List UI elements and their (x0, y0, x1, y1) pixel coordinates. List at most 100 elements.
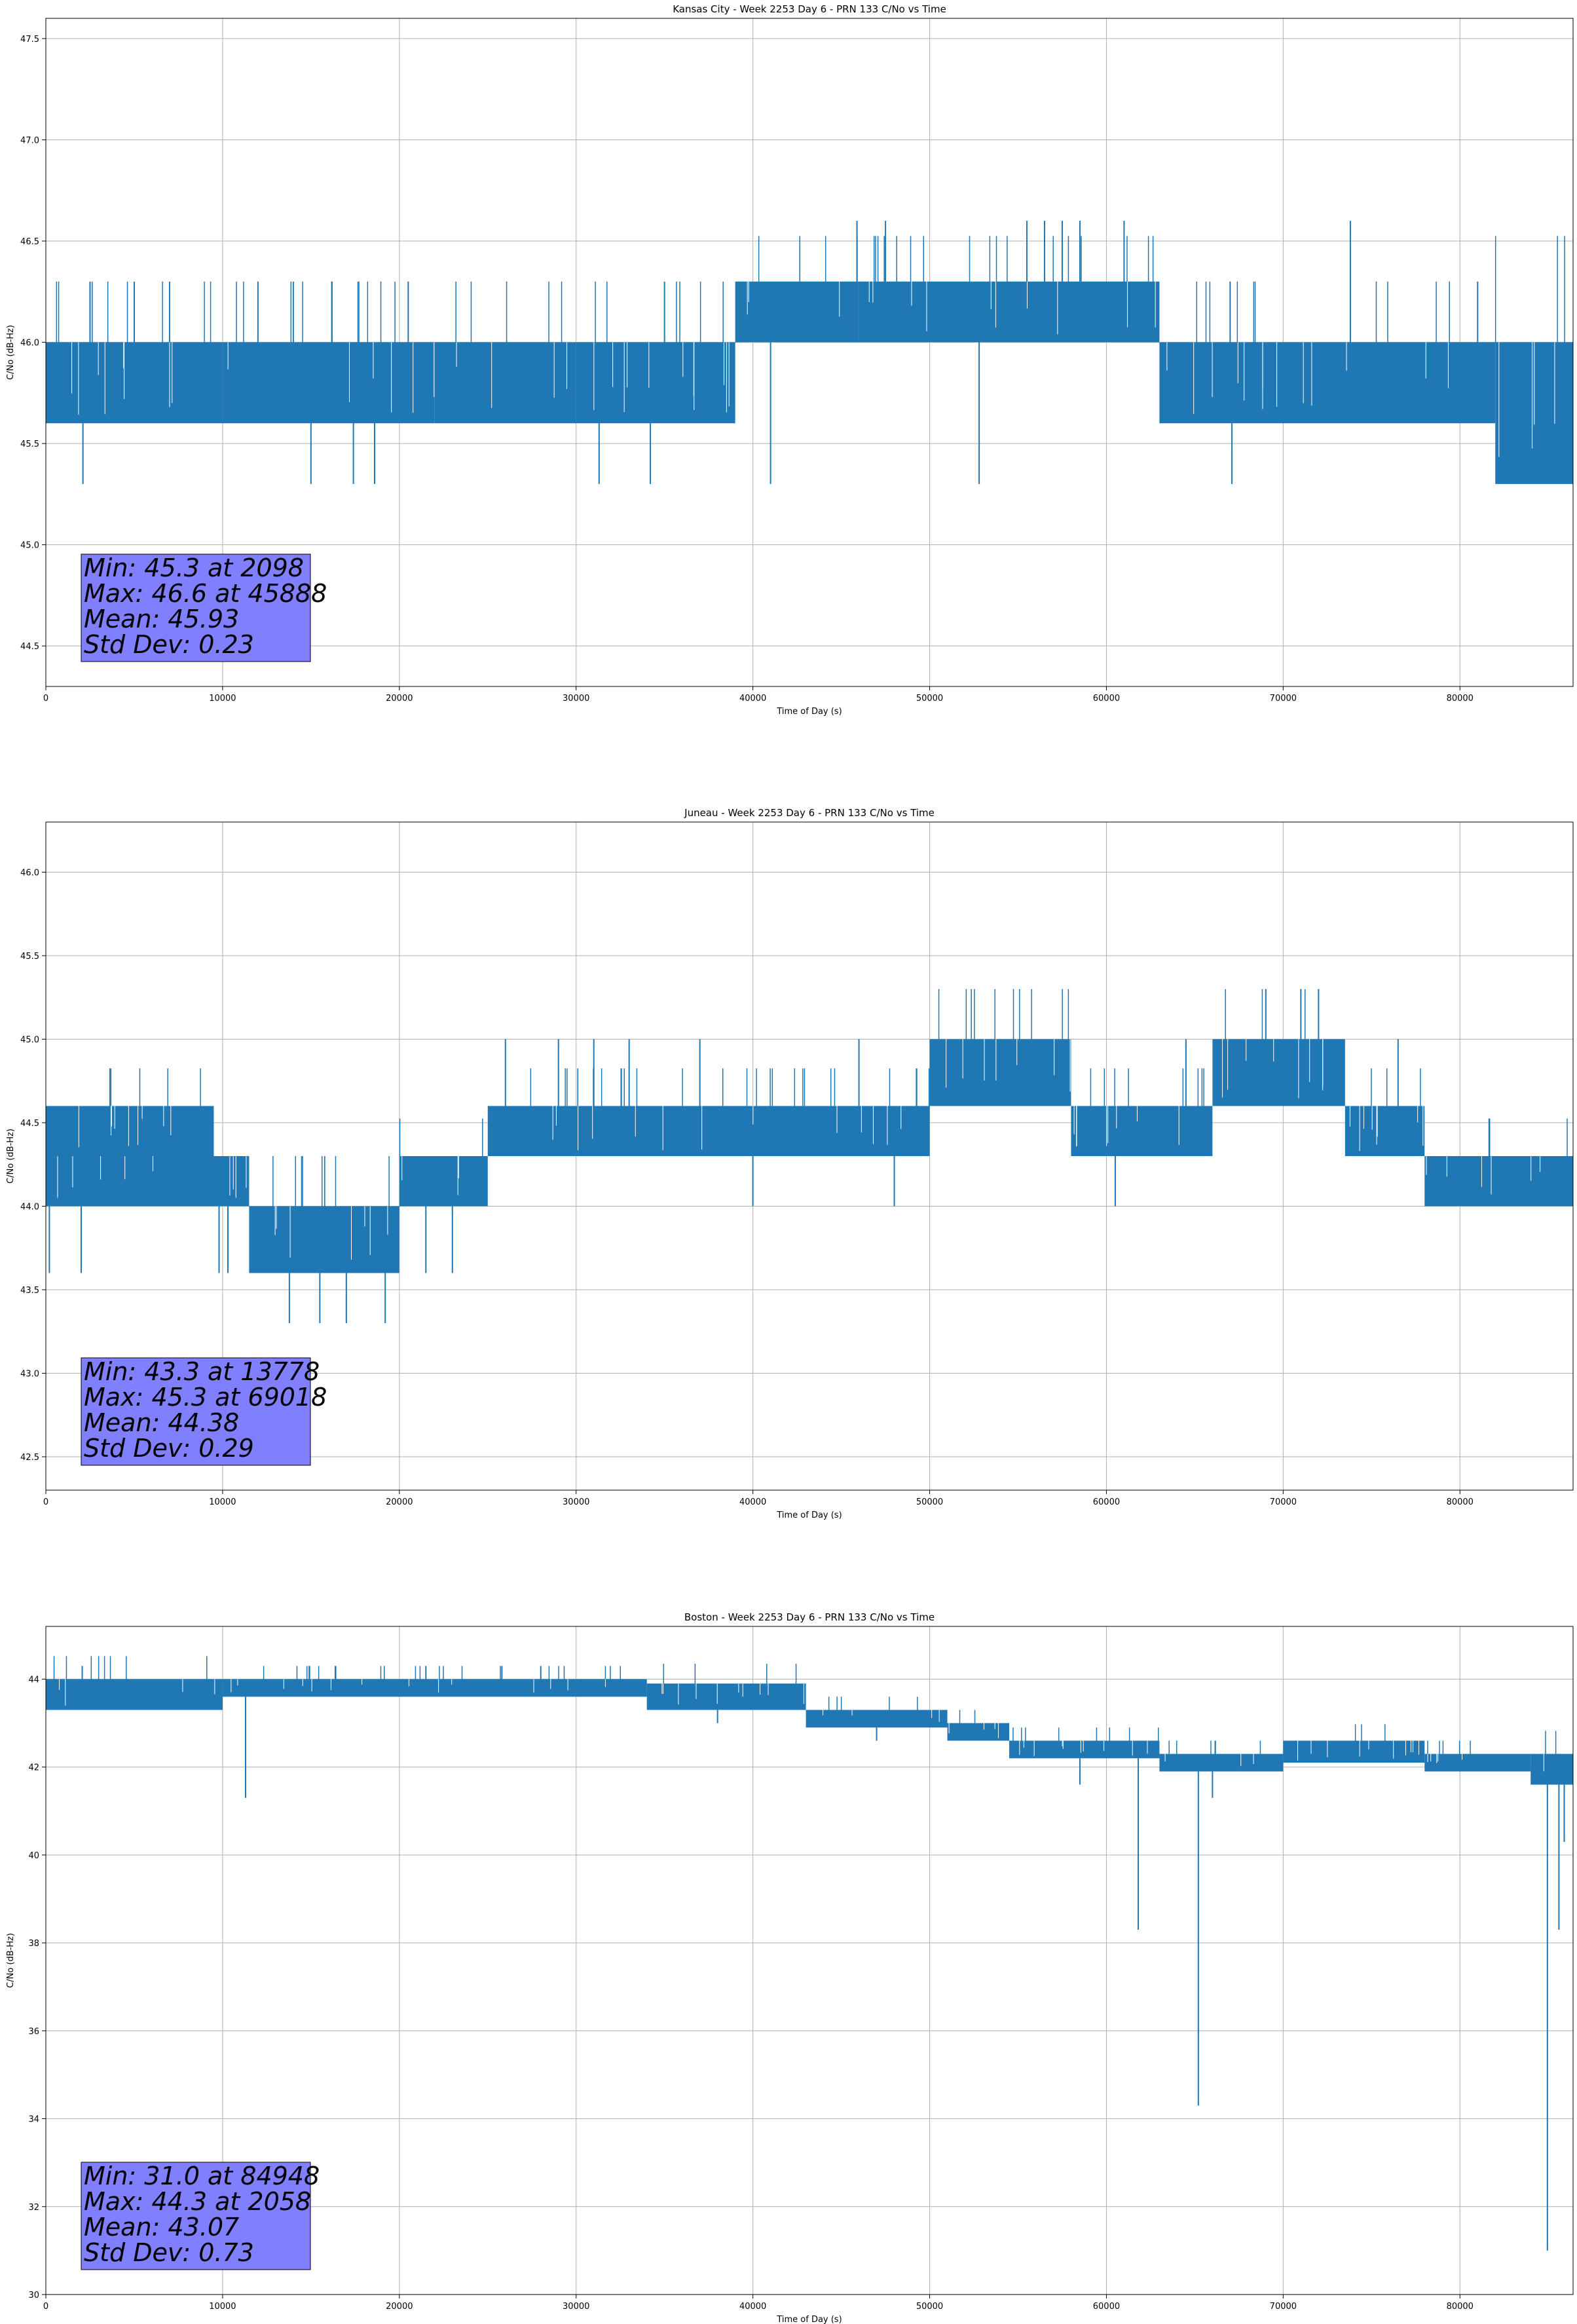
y-axis-label: C/No (dB-Hz) (6, 325, 16, 380)
chart-kansas-city: 0 10000 20000 30000 40000 50000 60000 70000 8000… (6, 3, 1574, 717)
y-tick-label: 32 (28, 2203, 39, 2213)
y-tick-label: 45.5 (20, 952, 39, 962)
stats-box: Min: 31.0 at 84948 Max: 44.3 at 2058 Mea… (81, 2162, 320, 2270)
y-tick-label: 43.0 (20, 1370, 39, 1379)
signal-band (487, 1106, 930, 1156)
x-tick-label: 0 (43, 1497, 48, 1507)
y-axis-label: C/No (dB-Hz) (6, 1933, 16, 1988)
stat-mean: Mean: 43.07 (84, 2213, 239, 2241)
signal-band (1424, 1156, 1573, 1207)
signal-band (806, 1710, 948, 1728)
signal-band (1009, 1740, 1160, 1759)
x-tick-label: 20000 (386, 2302, 413, 2312)
stat-std-dev: Std Dev: 0.73 (84, 2238, 254, 2267)
y-tick-label: 45.0 (20, 1036, 39, 1045)
signal-band (46, 1156, 250, 1207)
y-tick-label: 44.5 (20, 1119, 39, 1129)
x-tick-label: 0 (43, 2302, 48, 2312)
signal-band (859, 281, 1160, 343)
x-axis-label: Time of Day (s) (776, 707, 842, 717)
signal-band (46, 1106, 214, 1156)
series-line (46, 1656, 1573, 2251)
chart-title: Boston - Week 2253 Day 6 - PRN 133 C/No … (684, 1611, 935, 1623)
signal-band (576, 342, 735, 424)
y-tick-label: 44.5 (20, 642, 39, 652)
signal-band (646, 1683, 806, 1710)
y-axis: 30 32 34 36 38 40 42 44 (28, 1676, 46, 2300)
y-axis: 42.5 43.0 43.5 44.0 44.5 45.0 45.5 46.0 (20, 869, 46, 1463)
y-tick-label: 46.0 (20, 339, 39, 348)
signal-band (249, 1206, 399, 1273)
signal-band (46, 1679, 223, 1710)
stats-background (81, 1357, 311, 1466)
signal-band (1159, 342, 1496, 424)
x-tick-label: 30000 (563, 2302, 589, 2312)
stat-min: Min: 43.3 at 13778 (84, 1357, 320, 1386)
grid (45, 18, 1573, 686)
y-axis: 44.5 45.0 45.5 46.0 46.5 47.0 47.5 (20, 35, 46, 652)
stat-std-dev: Std Dev: 0.29 (84, 1434, 254, 1463)
plot-area: 0 10000 20000 30000 40000 50000 60000 70000 8000… (28, 1626, 1574, 2312)
y-tick-label: 44.0 (20, 1203, 39, 1212)
signal-band (1071, 1106, 1213, 1156)
x-tick-label: 30000 (563, 1497, 589, 1507)
y-tick-label: 46.0 (20, 869, 39, 878)
signal-band (1424, 1753, 1531, 1772)
signal-band (947, 1723, 1009, 1741)
signal-band (1345, 1106, 1425, 1156)
x-tick-label: 40000 (739, 694, 766, 703)
y-tick-label: 34 (28, 2115, 39, 2125)
x-tick-label: 60000 (1093, 1497, 1120, 1507)
stat-mean: Mean: 44.38 (84, 1408, 239, 1437)
signal-band (222, 1679, 647, 1697)
signal-band (46, 342, 223, 424)
stat-mean: Mean: 45.93 (84, 605, 239, 633)
y-tick-label: 42 (28, 1763, 39, 1773)
x-tick-label: 20000 (386, 694, 413, 703)
x-axis-label: Time of Day (s) (776, 1510, 842, 1520)
chart-juneau: 0 10000 20000 30000 40000 50000 60000 70000 8000… (6, 807, 1574, 1520)
x-axis: 0 10000 20000 30000 40000 50000 60000 70000 8000… (43, 2295, 1474, 2312)
y-tick-label: 47.0 (20, 136, 39, 145)
y-tick-label: 47.5 (20, 35, 39, 45)
y-tick-label: 36 (28, 2027, 39, 2036)
y-tick-label: 30 (28, 2291, 39, 2300)
y-tick-label: 45.0 (20, 541, 39, 551)
x-tick-label: 80000 (1447, 694, 1474, 703)
x-tick-label: 40000 (739, 1497, 766, 1507)
signal-band (1283, 1740, 1425, 1763)
stat-std-dev: Std Dev: 0.23 (84, 630, 254, 659)
x-tick-label: 80000 (1447, 1497, 1474, 1507)
signal-band (1212, 1039, 1345, 1106)
x-tick-label: 60000 (1093, 2302, 1120, 2312)
chart-boston: 0 10000 20000 30000 40000 50000 60000 70000 8000… (6, 1611, 1574, 2324)
stats-background (81, 2162, 311, 2270)
x-tick-label: 70000 (1270, 694, 1297, 703)
x-tick-label: 50000 (916, 1497, 943, 1507)
x-tick-label: 0 (43, 694, 48, 703)
stat-max: Max: 44.3 at 2058 (84, 2187, 311, 2216)
y-tick-label: 38 (28, 1939, 39, 1949)
x-tick-label: 50000 (916, 694, 943, 703)
axes-frame (45, 18, 1574, 687)
axes-frame (45, 1626, 1574, 2295)
signal-band (399, 1156, 488, 1207)
signal-band (735, 281, 859, 343)
x-tick-label: 60000 (1093, 694, 1120, 703)
stat-min: Min: 31.0 at 84948 (84, 2162, 320, 2190)
y-tick-label: 44 (28, 1676, 39, 1685)
x-tick-label: 70000 (1270, 1497, 1297, 1507)
chart-title: Juneau - Week 2253 Day 6 - PRN 133 C/No … (684, 807, 935, 819)
x-tick-label: 10000 (209, 2302, 236, 2312)
signal-band (1159, 1753, 1284, 1772)
plot-area: 0 10000 20000 30000 40000 50000 60000 70000 8000… (20, 18, 1574, 703)
stats-box: Min: 43.3 at 13778 Max: 45.3 at 69018 Me… (81, 1357, 327, 1466)
signal-band (1531, 1753, 1573, 1785)
series-line (46, 989, 1573, 1323)
y-tick-label: 42.5 (20, 1453, 39, 1463)
plot-area: 0 10000 20000 30000 40000 50000 60000 70000 8000… (20, 821, 1574, 1507)
x-tick-label: 10000 (209, 1497, 236, 1507)
signal-band (434, 342, 576, 424)
stat-min: Min: 45.3 at 2098 (84, 553, 304, 582)
series-line (46, 221, 1573, 484)
